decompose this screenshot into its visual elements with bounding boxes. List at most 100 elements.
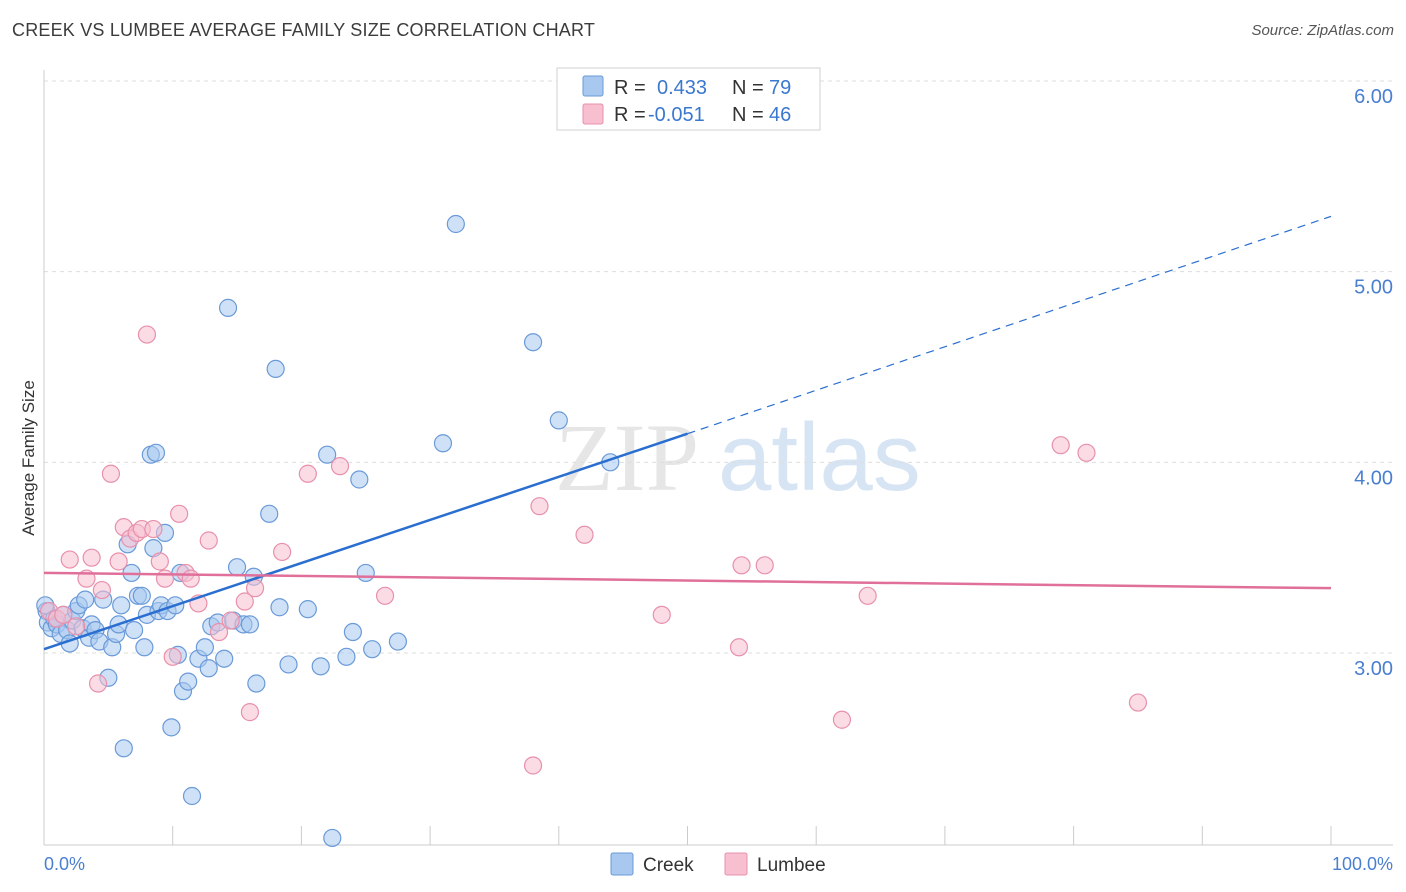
creek-point-68 xyxy=(343,622,362,642)
creek-point-72 xyxy=(388,632,408,651)
lumbee-point-10 xyxy=(109,552,128,571)
lumbee-point-42 xyxy=(858,586,877,605)
creek-point-65 xyxy=(318,445,337,464)
x-tick-label-max: 100.0% xyxy=(1332,854,1393,874)
creek-point-48 xyxy=(199,659,218,678)
lumbee-point-4 xyxy=(67,617,86,636)
creek-point-47 xyxy=(195,638,214,657)
creek-point-58 xyxy=(247,674,266,693)
lumbee-point-34 xyxy=(523,756,543,775)
lumbee-point-35 xyxy=(530,497,549,516)
creek-point-71 xyxy=(363,640,382,659)
lumbee-point-9 xyxy=(101,464,121,483)
lumbee-points xyxy=(40,325,1148,775)
lumbee-point-33 xyxy=(375,586,395,605)
bottom-legend: Creek Lumbee xyxy=(610,852,826,876)
source-label: Source: ZipAtlas.com xyxy=(1251,22,1394,39)
creek-point-34 xyxy=(146,443,166,462)
creek-point-24 xyxy=(114,739,133,758)
lumbee-point-45 xyxy=(1128,693,1148,712)
bottom-legend-label-lumbee: Lumbee xyxy=(757,855,826,876)
creek-point-51 xyxy=(215,649,234,668)
lumbee-point-22 xyxy=(181,569,200,588)
watermark-zip: ZIP xyxy=(555,404,699,511)
creek-point-74 xyxy=(446,214,465,234)
creek-point-56 xyxy=(240,615,260,634)
lumbee-point-30 xyxy=(272,542,292,562)
legend-r-label-lumbee: R = xyxy=(614,104,646,126)
y-axis-label: Average Family Size xyxy=(19,380,38,536)
creek-point-66 xyxy=(323,828,342,848)
bottom-legend-swatch-creek xyxy=(610,852,634,876)
lumbee-point-44 xyxy=(1077,443,1096,462)
legend-n-label-lumbee: N = xyxy=(732,104,764,126)
legend-n-label-creek: N = xyxy=(732,77,764,99)
creek-point-27 xyxy=(124,621,144,640)
y-tick-label-3: 6.00 xyxy=(1354,86,1393,108)
legend-swatch-creek xyxy=(582,75,604,97)
y-tick-label-1: 4.00 xyxy=(1354,467,1393,489)
y-tick-label-0: 3.00 xyxy=(1354,658,1393,680)
creek-point-52 xyxy=(218,298,238,317)
y-tick-labels: 3.00 4.00 5.00 6.00 xyxy=(1354,86,1393,680)
creek-point-44 xyxy=(179,672,198,691)
legend-n-value-creek: 79 xyxy=(769,77,791,99)
lumbee-point-15 xyxy=(137,325,157,344)
creek-point-29 xyxy=(132,586,151,605)
creek-point-30 xyxy=(135,638,154,657)
lumbee-point-2 xyxy=(54,605,73,624)
creek-point-23 xyxy=(112,596,131,615)
creek-point-62 xyxy=(279,655,298,674)
lumbee-point-29 xyxy=(245,579,265,598)
legend-r-value-lumbee: -0.051 xyxy=(648,104,705,126)
lumbee-point-38 xyxy=(729,638,749,657)
x-tick-label-min: 0.0% xyxy=(44,854,85,874)
legend-r-label-creek: R = xyxy=(614,77,646,99)
lumbee-point-41 xyxy=(832,710,852,729)
lumbee-point-17 xyxy=(150,552,169,571)
creek-point-67 xyxy=(337,647,356,666)
creek-point-73 xyxy=(433,434,453,453)
watermark-atlas: atlas xyxy=(718,404,921,511)
creek-point-69 xyxy=(350,470,369,489)
creek-point-61 xyxy=(270,598,289,617)
lumbee-point-39 xyxy=(732,556,751,575)
creek-point-64 xyxy=(311,657,330,676)
lumbee-point-27 xyxy=(235,592,254,611)
y-tick-label-2: 5.00 xyxy=(1354,277,1393,299)
creek-point-54 xyxy=(227,558,247,577)
lumbee-trend-line xyxy=(43,571,1332,590)
trend-lines xyxy=(43,215,1332,651)
lumbee-point-28 xyxy=(240,703,260,722)
lumbee-point-37 xyxy=(652,605,671,624)
creek-point-70 xyxy=(356,563,375,583)
creek-point-13 xyxy=(76,590,95,609)
legend-swatch-lumbee xyxy=(582,103,604,125)
chart-title: CREEK VS LUMBEE AVERAGE FAMILY SIZE CORR… xyxy=(12,20,596,40)
creek-point-59 xyxy=(260,504,279,523)
creek-trend-line xyxy=(43,432,688,651)
legend-r-value-creek: 0.433 xyxy=(657,77,707,99)
bottom-legend-label-creek: Creek xyxy=(643,855,694,876)
lumbee-point-16 xyxy=(144,519,163,539)
creek-point-76 xyxy=(549,411,568,430)
lumbee-point-19 xyxy=(163,647,182,666)
legend: R = 0.433 N = 79 R = -0.051 N = 46 xyxy=(556,67,821,131)
lumbee-point-32 xyxy=(330,457,350,476)
lumbee-point-43 xyxy=(1051,436,1070,455)
creek-point-63 xyxy=(298,600,317,619)
creek-point-39 xyxy=(162,718,181,737)
lumbee-point-7 xyxy=(88,674,108,693)
lumbee-point-8 xyxy=(92,580,112,600)
gridlines xyxy=(44,80,1393,654)
creek-point-60 xyxy=(266,359,285,379)
axes xyxy=(43,70,1393,846)
lumbee-point-18 xyxy=(155,569,175,588)
lumbee-point-40 xyxy=(755,556,774,575)
x-ticks xyxy=(43,826,1332,845)
lumbee-point-36 xyxy=(575,525,594,544)
lumbee-point-24 xyxy=(199,531,218,550)
lumbee-point-31 xyxy=(298,464,317,483)
lumbee-point-25 xyxy=(209,622,229,642)
lumbee-point-3 xyxy=(60,550,79,569)
